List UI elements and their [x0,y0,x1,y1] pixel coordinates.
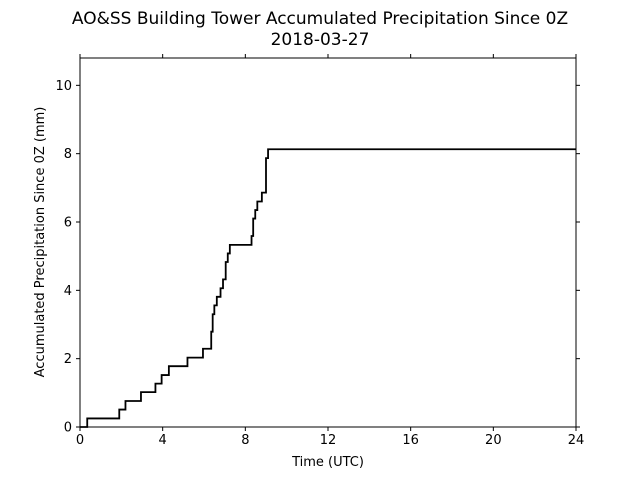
x-tick-label: 4 [159,433,167,448]
chart-title: AO&SS Building Tower Accumulated Precipi… [72,9,568,29]
y-tick-label: 2 [64,352,72,367]
x-tick-label: 16 [402,433,419,448]
chart-subtitle: 2018-03-27 [271,30,370,50]
x-tick-label: 24 [568,433,585,448]
y-tick-label: 4 [64,284,72,299]
x-axis-label: Time (UTC) [291,455,364,470]
y-tick-label: 8 [64,147,72,162]
y-tick-label: 6 [64,216,72,231]
x-tick-label: 12 [320,433,337,448]
plot-frame [79,57,577,428]
x-axis: 0 4 8 12 16 20 24 [76,54,584,448]
y-tick-label: 10 [55,79,72,94]
y-axis-label: Accumulated Precipitation Since 0Z (mm) [33,107,48,378]
x-tick-label: 20 [485,433,502,448]
x-tick-label: 8 [241,433,249,448]
x-tick-label: 0 [76,433,84,448]
y-axis: 0 2 4 6 8 10 [55,79,580,436]
y-tick-label: 0 [64,421,72,436]
precipitation-line [80,148,576,428]
